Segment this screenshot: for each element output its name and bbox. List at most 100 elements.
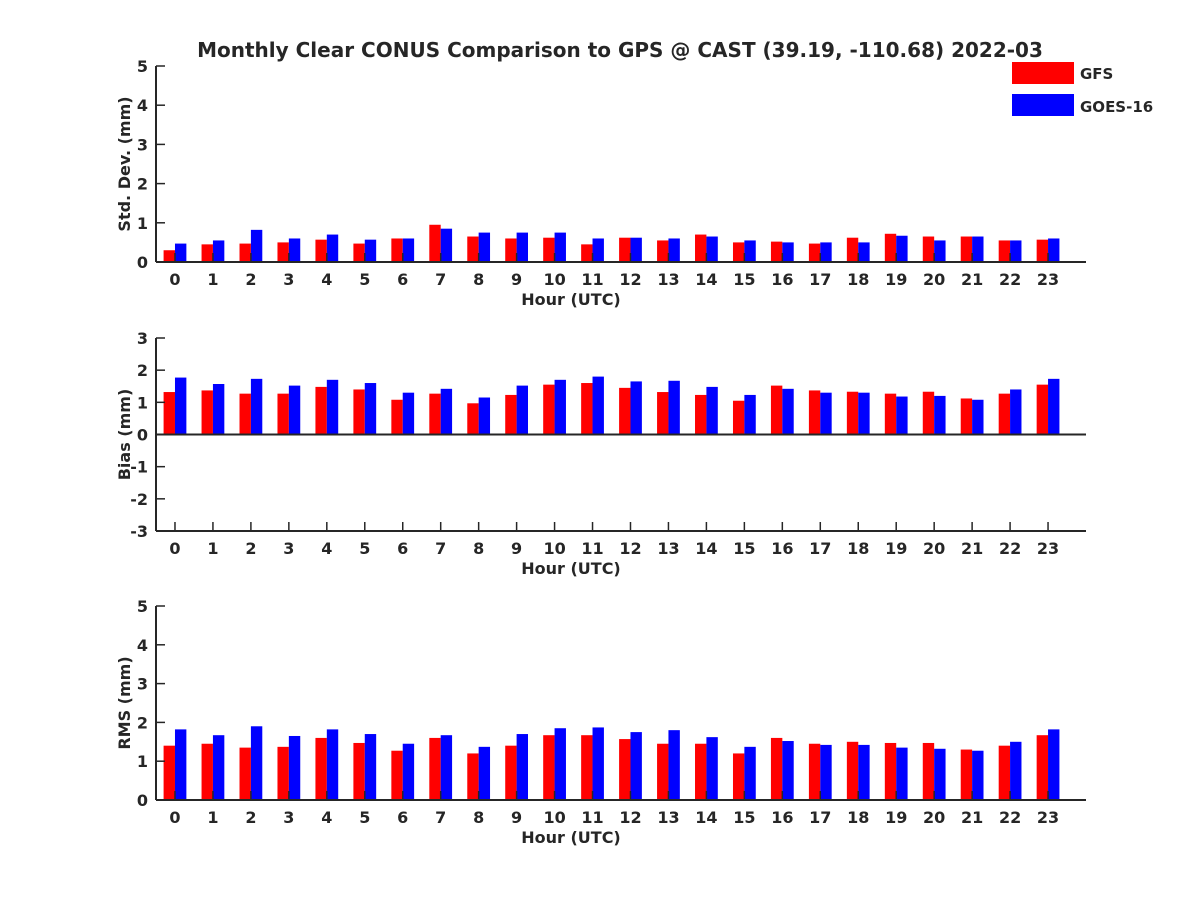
rms-bar-goes16-15 bbox=[744, 746, 756, 800]
std-dev-bar-goes16-22 bbox=[1010, 240, 1022, 262]
legend-swatch-goes16 bbox=[1012, 94, 1074, 116]
rms-x-tick-label: 20 bbox=[923, 808, 945, 827]
rms-bar-goes16-5 bbox=[364, 734, 377, 800]
bias-bar-gfs-22 bbox=[998, 393, 1011, 435]
rms-x-tick-label: 2 bbox=[245, 808, 256, 827]
bias-bar-gfs-10 bbox=[543, 384, 555, 435]
bias-x-axis-label: Hour (UTC) bbox=[521, 559, 621, 578]
std-dev-bar-goes16-3 bbox=[288, 238, 301, 262]
bias-bar-gfs-17 bbox=[808, 390, 821, 435]
std-dev-bar-gfs-5 bbox=[353, 243, 365, 262]
bias-bar-goes16-0 bbox=[174, 377, 187, 435]
rms-bar-gfs-1 bbox=[201, 743, 213, 800]
bias-bar-goes16-1 bbox=[212, 384, 225, 435]
bias-bar-goes16-6 bbox=[402, 392, 415, 435]
std-dev-bar-goes16-5 bbox=[364, 239, 377, 262]
std-dev-bar-goes16-9 bbox=[516, 232, 528, 262]
rms-bar-gfs-12 bbox=[619, 739, 631, 800]
std-dev-bar-gfs-1 bbox=[201, 244, 213, 262]
rms-x-tick-label: 3 bbox=[283, 808, 294, 827]
std-dev-x-tick-label: 4 bbox=[321, 270, 332, 289]
std-dev-bar-goes16-7 bbox=[440, 228, 453, 262]
rms-x-tick-label: 9 bbox=[511, 808, 522, 827]
std-dev-bar-gfs-19 bbox=[884, 233, 897, 262]
rms-bar-goes16-18 bbox=[858, 744, 870, 800]
bias-bar-gfs-21 bbox=[960, 398, 973, 435]
bias-x-tick-label: 13 bbox=[657, 539, 679, 558]
std-dev-x-tick-label: 16 bbox=[771, 270, 793, 289]
bias-x-tick-label: 6 bbox=[397, 539, 408, 558]
rms-bar-goes16-13 bbox=[668, 730, 680, 800]
bias-y-axis-label: Bias (mm) bbox=[115, 389, 134, 481]
bias-bar-goes16-16 bbox=[782, 388, 794, 435]
legend-label-gfs: GFS bbox=[1080, 65, 1113, 83]
std-dev-x-tick-label: 23 bbox=[1037, 270, 1059, 289]
rms-x-tick-label: 16 bbox=[771, 808, 793, 827]
std-dev-bar-goes16-14 bbox=[706, 236, 718, 262]
bias-bar-gfs-11 bbox=[581, 383, 593, 435]
rms-bar-gfs-10 bbox=[543, 735, 555, 800]
bias-x-tick-label: 10 bbox=[543, 539, 565, 558]
std-dev-bar-goes16-13 bbox=[668, 238, 680, 262]
std-dev-bar-gfs-15 bbox=[732, 242, 745, 262]
bias-y-tick-label: 3 bbox=[137, 329, 148, 348]
std-dev-bar-goes16-16 bbox=[782, 242, 794, 262]
rms-bar-goes16-20 bbox=[934, 748, 946, 800]
bias-x-tick-label: 16 bbox=[771, 539, 793, 558]
bias-bar-goes16-7 bbox=[440, 388, 453, 435]
rms-x-tick-label: 4 bbox=[321, 808, 332, 827]
bias-x-tick-label: 14 bbox=[695, 539, 717, 558]
std-dev-y-tick-label: 5 bbox=[137, 57, 148, 76]
bias-bar-gfs-1 bbox=[201, 390, 213, 435]
rms-x-tick-label: 6 bbox=[397, 808, 408, 827]
bias-x-tick-label: 3 bbox=[283, 539, 294, 558]
std-dev-bar-goes16-15 bbox=[744, 240, 756, 262]
legend: GFS GOES-16 bbox=[1012, 62, 1153, 116]
std-dev-bar-goes16-0 bbox=[174, 243, 187, 262]
rms-bar-gfs-7 bbox=[429, 737, 441, 800]
std-dev-bar-gfs-12 bbox=[619, 237, 631, 262]
std-dev-bar-gfs-6 bbox=[391, 238, 403, 262]
std-dev-y-tick-label: 0 bbox=[137, 253, 148, 272]
bias-bar-gfs-23 bbox=[1036, 384, 1049, 435]
rms-x-tick-label: 11 bbox=[581, 808, 603, 827]
rms-x-tick-label: 10 bbox=[543, 808, 565, 827]
rms-bar-gfs-9 bbox=[505, 745, 517, 800]
bias-x-tick-label: 21 bbox=[961, 539, 983, 558]
std-dev-bar-goes16-12 bbox=[630, 237, 642, 262]
rms-bar-goes16-6 bbox=[402, 743, 415, 800]
rms-bar-goes16-8 bbox=[478, 746, 491, 800]
std-dev-bar-goes16-23 bbox=[1048, 238, 1060, 262]
std-dev-x-tick-label: 13 bbox=[657, 270, 679, 289]
std-dev-x-tick-label: 22 bbox=[999, 270, 1021, 289]
bias-y-tick-label: -1 bbox=[130, 458, 148, 477]
bias-bar-goes16-3 bbox=[288, 385, 301, 435]
rms-bar-goes16-16 bbox=[782, 741, 794, 800]
rms-bar-goes16-11 bbox=[592, 727, 604, 800]
rms-bar-gfs-3 bbox=[277, 746, 289, 800]
rms-x-tick-label: 17 bbox=[809, 808, 831, 827]
std-dev-y-tick-label: 3 bbox=[137, 135, 148, 154]
rms-bar-goes16-14 bbox=[706, 737, 718, 800]
bias-x-tick-label: 9 bbox=[511, 539, 522, 558]
bias-y-tick-label: 0 bbox=[137, 426, 148, 445]
rms-x-tick-label: 7 bbox=[435, 808, 446, 827]
rms-x-tick-label: 12 bbox=[619, 808, 641, 827]
rms-x-tick-label: 21 bbox=[961, 808, 983, 827]
bias-bar-goes16-21 bbox=[972, 399, 984, 435]
rms-bar-gfs-20 bbox=[922, 742, 935, 800]
std-dev-x-tick-label: 19 bbox=[885, 270, 907, 289]
rms-bar-gfs-22 bbox=[998, 745, 1011, 800]
std-dev-bar-goes16-2 bbox=[250, 229, 263, 262]
std-dev-bar-gfs-7 bbox=[429, 224, 441, 262]
bias-bar-gfs-16 bbox=[770, 385, 783, 435]
rms-bar-gfs-14 bbox=[695, 743, 707, 800]
std-dev-bar-gfs-8 bbox=[467, 236, 479, 262]
std-dev-bar-goes16-18 bbox=[858, 242, 870, 262]
std-dev-x-axis-label: Hour (UTC) bbox=[521, 290, 621, 309]
bias-x-tick-label: 1 bbox=[207, 539, 218, 558]
rms-y-axis-label: RMS (mm) bbox=[115, 656, 134, 749]
